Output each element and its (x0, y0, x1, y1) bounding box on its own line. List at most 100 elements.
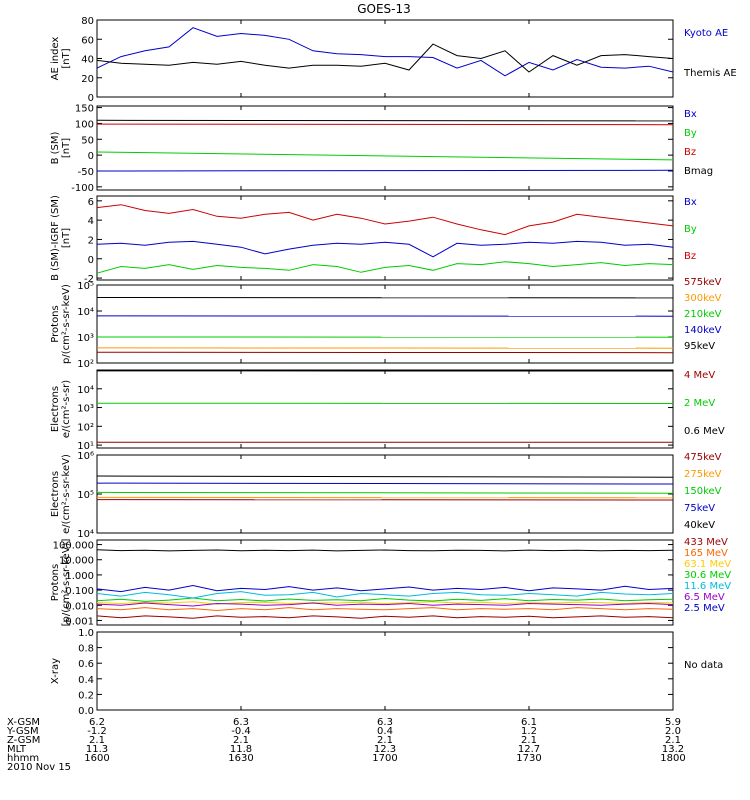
legend-label-protons_mev-4: 11.6 MeV (684, 581, 731, 592)
legend-label-electrons_mev-1: 2 MeV (684, 398, 715, 409)
legend-label-ae-1: Themis AE (683, 68, 737, 79)
series-line-ae-0 (96, 27, 674, 77)
ephemeris-value-3-2: 12.3 (374, 744, 396, 755)
y-axis-label-electrons_mev: Electrons e/(cm²-s-sr) (50, 380, 72, 438)
ephemeris-value-1-3: 1.2 (521, 726, 537, 737)
y-tick-label-bsm-1: -50 (78, 167, 94, 178)
y-axis-label-line2-bsm: [nT] (61, 138, 72, 158)
series-line-protons_mev-5 (96, 602, 674, 607)
ephemeris-value-0-0: 6.2 (89, 717, 105, 728)
ephemeris-value-3-1: 11.8 (230, 744, 252, 755)
y-tick-label-protons_mev-1: 0.010 (65, 601, 94, 612)
y-tick-label-ae-3: 60 (81, 35, 94, 46)
y-axis-label-line2-protons_mev: [p/(cm²-s-sr-keV)] (61, 539, 72, 627)
y-tick-label-bdiff-3: 4 (88, 216, 94, 227)
ephemeris-label-4: hhmm (7, 753, 39, 764)
series-line-bsm-1 (96, 151, 674, 161)
y-tick-label-protons-0: 10² (77, 359, 94, 370)
legend-label-protons-0: 575keV (684, 277, 722, 288)
legend-label-electrons_kev-2: 150keV (684, 486, 722, 497)
y-axis-label-bdiff: B (SM)-IGRF (SM) [nT] (50, 195, 72, 281)
series-line-bsm-2 (96, 123, 674, 126)
ephemeris-label-1: Y-GSM (6, 726, 39, 737)
series-line-electrons_kev-2 (96, 491, 674, 494)
y-tick-label-xray-5: 1.0 (78, 628, 94, 639)
y-axis-label-line2-electrons_mev: e/(cm²-s-sr) (61, 380, 72, 438)
legend-label-electrons_mev-0: 4 MeV (684, 370, 715, 381)
legend-label-bdiff-2: Bz (684, 251, 696, 262)
y-axis-label-line2-electrons_kev: e/(cm²-s-sr-keV) (61, 454, 72, 534)
ephemeris-value-4-0: 1600 (84, 753, 109, 764)
ephemeris-value-4-1: 1630 (228, 753, 253, 764)
y-tick-label-bsm-3: 50 (81, 135, 94, 146)
chart-title: GOES-13 (357, 2, 411, 16)
panel-frame-xray (96, 631, 674, 711)
y-tick-label-bsm-4: 100 (75, 119, 94, 130)
series-line-bdiff-1 (96, 261, 674, 274)
y-tick-label-electrons_mev-0: 10¹ (77, 441, 94, 452)
legend-label-protons_mev-2: 63.1 MeV (684, 559, 731, 570)
y-tick-label-bsm-2: 0 (88, 151, 94, 162)
y-axis-label-electrons_kev: Electrons e/(cm²-s-sr-keV) (50, 454, 72, 534)
legend-label-electrons_kev-3: 75keV (684, 503, 715, 514)
ephemeris-value-1-0: -1.2 (87, 726, 107, 737)
y-tick-label-protons-2: 10⁴ (77, 307, 94, 318)
y-axis-label-line1-electrons_kev: Electrons (50, 471, 61, 517)
series-line-electrons_kev-3 (96, 482, 674, 485)
series-line-bsm-3 (96, 119, 674, 122)
ephemeris-value-0-2: 6.3 (377, 717, 393, 728)
y-axis-label-line1-protons_mev: Protons (50, 564, 61, 601)
legend-label-electrons_kev-1: 275keV (684, 469, 722, 480)
y-tick-label-protons_mev-3: 1.000 (65, 571, 94, 582)
ephemeris-value-4-3: 1730 (516, 753, 541, 764)
ephemeris-value-3-4: 13.2 (662, 744, 684, 755)
ephemeris-value-3-3: 12.7 (518, 744, 540, 755)
series-line-protons_mev-3 (96, 597, 674, 602)
y-axis-label-line1-ae: AE index (50, 37, 61, 81)
series-line-protons-0 (96, 351, 674, 354)
y-axis-label-protons_mev: Protons [p/(cm²-s-sr-keV)] (50, 539, 72, 627)
ephemeris-value-2-0: 2.1 (89, 735, 105, 746)
ephemeris-value-4-2: 1700 (372, 753, 397, 764)
ephemeris-value-0-3: 6.1 (521, 717, 537, 728)
y-axis-label-xray: X-ray (50, 658, 61, 684)
legend-label-electrons_kev-4: 40keV (684, 520, 715, 531)
y-tick-label-electrons_kev-0: 10⁴ (77, 529, 94, 540)
y-tick-label-electrons_mev-2: 10³ (77, 404, 94, 415)
ephemeris-value-2-4: 2.1 (665, 735, 681, 746)
y-axis-label-protons: Protons p/(cm²-s-sr-keV) (50, 284, 72, 364)
y-tick-label-electrons_mev-3: 10⁴ (77, 385, 94, 396)
legend-label-protons_mev-6: 2.5 MeV (684, 603, 725, 614)
series-line-protons_mev-7 (96, 549, 674, 552)
legend-label-bdiff-0: Bx (684, 197, 697, 208)
series-line-bsm-0 (96, 169, 674, 172)
y-tick-label-protons_mev-2: 0.100 (65, 586, 94, 597)
panel-frame-protons (96, 284, 674, 364)
y-tick-label-bsm-5: 150 (75, 104, 94, 115)
y-axis-label-line1-electrons_mev: Electrons (50, 386, 61, 432)
legend-label-bsm-0: Bx (684, 109, 697, 120)
series-line-electrons_kev-4 (96, 475, 674, 478)
y-tick-label-bdiff-0: -2 (84, 274, 94, 285)
series-line-protons_mev-4 (96, 591, 674, 599)
panel-frame-ae (96, 19, 674, 98)
ephemeris-value-0-1: 6.3 (233, 717, 249, 728)
ephemeris-value-1-2: 0.4 (377, 726, 393, 737)
y-tick-label-xray-3: 0.6 (78, 659, 94, 670)
y-tick-label-protons-1: 10³ (77, 333, 94, 344)
ephemeris-value-2-1: 2.1 (233, 735, 249, 746)
series-line-protons_mev-1 (96, 607, 674, 612)
legend-label-protons-4: 95keV (684, 341, 715, 352)
legend-label-bsm-2: Bz (684, 147, 696, 158)
y-axis-label-line1-bdiff: B (SM)-IGRF (SM) (50, 195, 61, 281)
y-axis-label-line1-bsm: B (SM) (50, 131, 61, 164)
ephemeris-value-0-4: 5.9 (665, 717, 681, 728)
y-axis-label-line1-xray: X-ray (50, 658, 61, 684)
legend-label-protons_mev-0: 433 MeV (684, 537, 728, 548)
legend-label-bdiff-1: By (684, 224, 697, 235)
panel-frame-bsm (96, 105, 674, 191)
panel-frame-electrons_kev (96, 454, 674, 534)
ephemeris-label-2: Z-GSM (7, 735, 40, 746)
y-tick-label-bdiff-1: 0 (88, 255, 94, 266)
legend-label-electrons_mev-2: 0.6 MeV (684, 426, 725, 437)
